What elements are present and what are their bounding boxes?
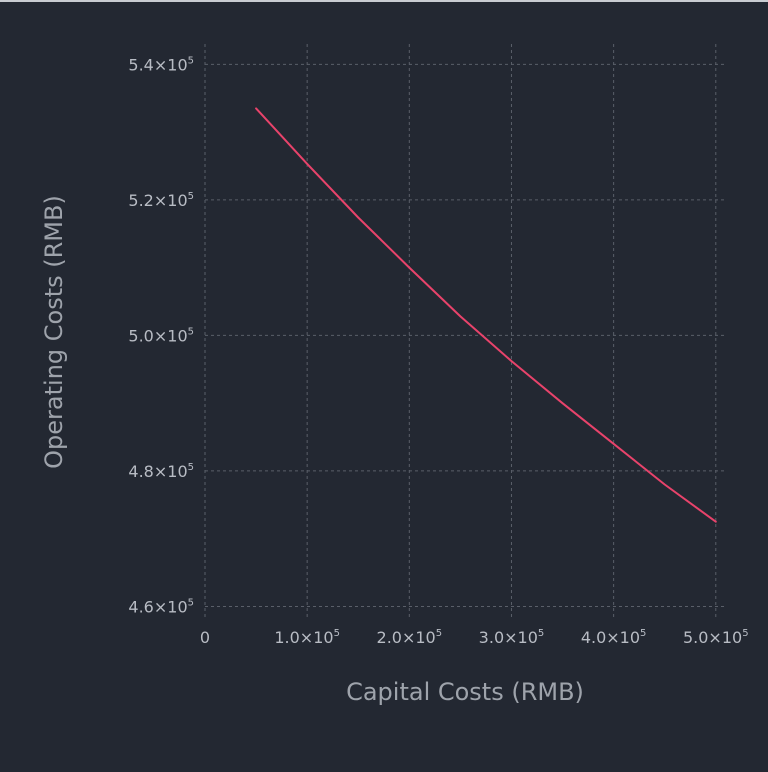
y-tick-mantissa: 5.4×10: [128, 55, 187, 74]
x-tick-label: 2.0×105: [377, 628, 443, 647]
x-tick-exponent: 5: [436, 628, 442, 639]
x-axis-ticks: 0 1.0×105 2.0×105 3.0×105 4.0×105 5.0×105: [200, 628, 749, 647]
x-tick-label: 3.0×105: [479, 628, 545, 647]
y-tick-label: 5.4×105: [128, 55, 194, 74]
series-group: [255, 107, 717, 523]
y-tick-mantissa: 5.0×10: [128, 326, 187, 345]
grid: [204, 44, 726, 620]
x-tick-label: 0: [200, 628, 210, 647]
x-tick-mantissa: 0: [200, 628, 210, 647]
x-tick-mantissa: 1.0×10: [274, 628, 333, 647]
series-line: [255, 107, 717, 523]
y-tick-exponent: 5: [188, 597, 194, 608]
x-tick-exponent: 5: [538, 628, 544, 639]
x-axis-title: Capital Costs (RMB): [346, 678, 584, 706]
y-tick-label: 5.2×105: [128, 191, 194, 210]
y-tick-exponent: 5: [188, 191, 194, 202]
y-tick-mantissa: 4.6×10: [128, 597, 187, 616]
y-tick-label: 5.0×105: [128, 326, 194, 345]
x-tick-exponent: 5: [334, 628, 340, 639]
x-tick-label: 4.0×105: [581, 628, 647, 647]
x-tick-mantissa: 3.0×10: [479, 628, 538, 647]
x-tick-mantissa: 5.0×10: [683, 628, 742, 647]
x-tick-mantissa: 2.0×10: [377, 628, 436, 647]
x-tick-exponent: 5: [640, 628, 646, 639]
x-tick-label: 1.0×105: [274, 628, 340, 647]
y-tick-label: 4.8×105: [128, 462, 194, 481]
y-tick-mantissa: 5.2×10: [128, 191, 187, 210]
y-tick-exponent: 5: [188, 462, 194, 473]
x-tick-exponent: 5: [742, 628, 748, 639]
y-tick-exponent: 5: [188, 55, 194, 66]
window-top-border: [0, 0, 768, 2]
x-tick-mantissa: 4.0×10: [581, 628, 640, 647]
y-axis-title: Operating Costs (RMB): [40, 195, 68, 469]
y-tick-label: 4.6×105: [128, 597, 194, 616]
y-tick-exponent: 5: [188, 326, 194, 337]
x-tick-label: 5.0×105: [683, 628, 749, 647]
y-tick-mantissa: 4.8×10: [128, 462, 187, 481]
